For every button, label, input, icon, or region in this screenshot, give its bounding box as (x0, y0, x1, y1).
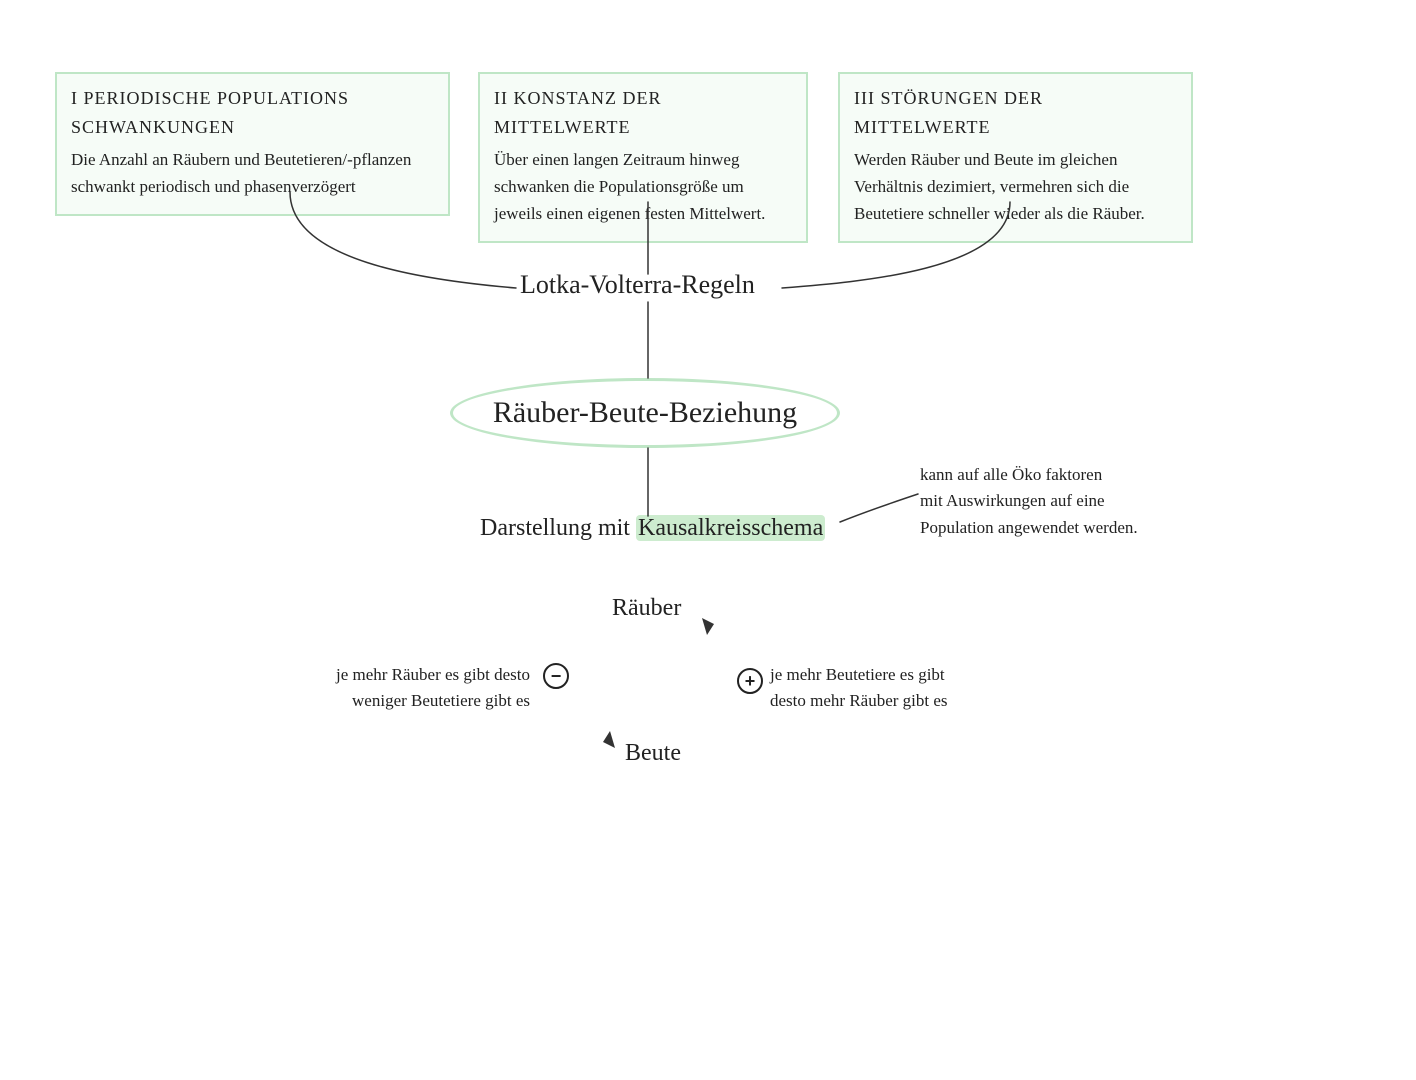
rule-card-1: I PERIODISCHE POPULATIONS SCHWANKUNGEN D… (55, 72, 450, 216)
central-topic-text: Räuber-Beute-Beziehung (493, 396, 797, 430)
rule-card-2-title: II KONSTANZ DER MITTELWERTE (494, 84, 792, 142)
rule-card-3: III STÖRUNGEN DER MITTELWERTE Werden Räu… (838, 72, 1193, 243)
diagram-stage: I PERIODISCHE POPULATIONS SCHWANKUNGEN D… (0, 0, 1416, 1080)
subline-highlight: Kausalkreisschema (636, 515, 825, 541)
cycle-right-note: je mehr Beutetiere es gibtdesto mehr Räu… (770, 662, 1000, 713)
kausalkreis-note: kann auf alle Öko faktorenmit Auswirkung… (920, 462, 1138, 541)
lotka-volterra-label: Lotka-Volterra-Regeln (520, 270, 755, 300)
rule-card-1-body: Die Anzahl an Räubern und Beutetieren/-p… (71, 146, 434, 200)
plus-sign-icon: + (737, 668, 763, 694)
minus-sign-icon: − (543, 663, 569, 689)
cycle-top-label: Räuber (612, 595, 681, 622)
rule-card-2: II KONSTANZ DER MITTELWERTE Über einen l… (478, 72, 808, 243)
rule-card-3-body: Werden Räuber und Beute im gleichen Verh… (854, 146, 1177, 228)
subline-prefix: Darstellung mit (480, 515, 636, 541)
rule-card-3-title: III STÖRUNGEN DER MITTELWERTE (854, 84, 1177, 142)
cycle-bottom-label: Beute (625, 740, 681, 767)
rule-card-2-body: Über einen langen Zeitraum hinweg schwan… (494, 146, 792, 228)
central-topic-ellipse: Räuber-Beute-Beziehung (450, 378, 840, 448)
representation-subline: Darstellung mit Kausalkreisschema (480, 515, 825, 542)
rule-card-1-title: I PERIODISCHE POPULATIONS SCHWANKUNGEN (71, 84, 434, 142)
cycle-left-note: je mehr Räuber es gibt destoweniger Beut… (310, 662, 530, 713)
